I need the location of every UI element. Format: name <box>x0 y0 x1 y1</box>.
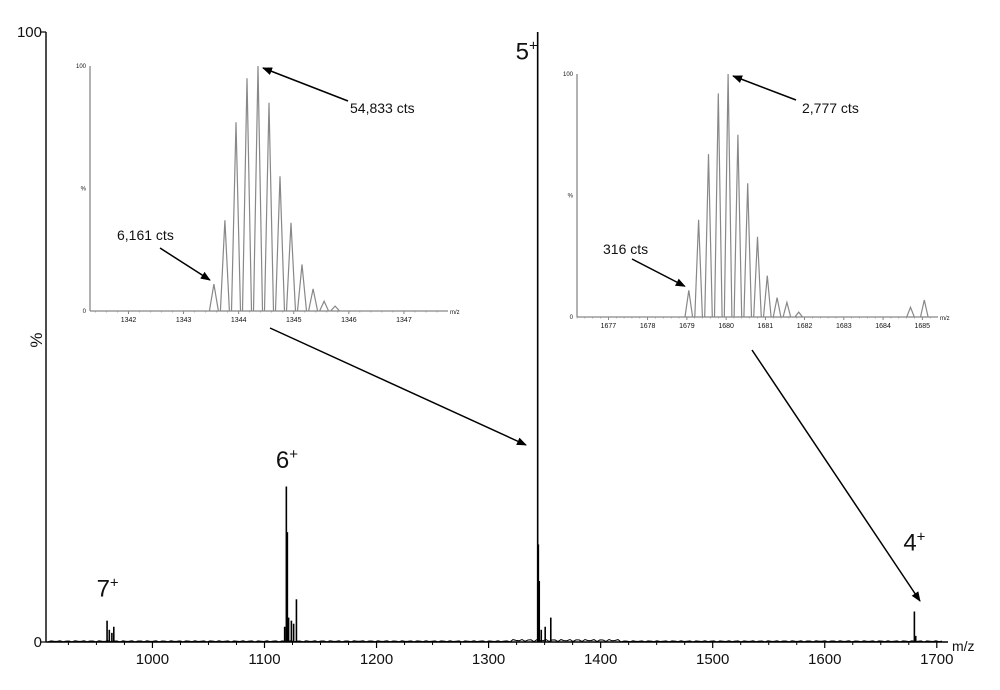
inset-x-tick-label: 1343 <box>176 317 192 324</box>
charge-sign: + <box>917 529 926 546</box>
connector-arrow-5plus <box>269 327 527 446</box>
connector-arrow-4plus <box>751 349 921 602</box>
charge-sign: + <box>529 37 538 54</box>
inset-x-tick-label: 1347 <box>396 317 412 324</box>
inset-x-tick-label: 1678 <box>640 323 656 330</box>
x-tick-label: 1200 <box>360 651 393 668</box>
inset-x-tick-label: 1681 <box>758 323 774 330</box>
inset-background <box>547 64 956 337</box>
charge-number: 7 <box>97 575 110 602</box>
count-label: 2,777 cts <box>802 100 859 116</box>
x-tick-label: 1500 <box>696 651 729 668</box>
charge-state-label: 7+ <box>97 574 119 602</box>
count-arrow <box>262 67 349 102</box>
inset-5plus-isotope-pattern: 0% 100 1342 1343 1344 1345 1346 1347 m/z 54,833 c… <box>60 56 466 331</box>
inset-x-tick-label: 1345 <box>286 317 302 324</box>
isotope-envelope <box>577 73 938 318</box>
x-tick-label: 1100 <box>248 651 280 668</box>
inset-y-tick-label: 100 <box>76 64 87 70</box>
inset-x-tick-label: 1677 <box>601 323 617 330</box>
inset-x-axis-label: m/z <box>450 310 460 316</box>
y-axis-label: % <box>27 332 46 347</box>
inset-x-tick-label: 1684 <box>875 323 891 330</box>
inset-x-tick-label: 1346 <box>341 317 357 324</box>
y-tick-label: 0 <box>34 634 42 651</box>
inset-x-tick-label: 1680 <box>718 323 734 330</box>
count-label: 316 cts <box>603 241 648 257</box>
charge-state-label: 4+ <box>903 529 925 557</box>
inset-x-tick-label: 1682 <box>797 323 813 330</box>
charge-sign: + <box>289 446 298 463</box>
charge-sign: + <box>110 574 119 591</box>
inset-x-axis-label: m/z <box>940 316 950 322</box>
inset-x-tick-label: 1344 <box>231 317 247 324</box>
inset-x-tick-label: 1683 <box>836 323 852 330</box>
baseline-noise <box>45 638 943 643</box>
inset-y-tick-label: % <box>81 187 87 193</box>
y-tick-label: 100 <box>17 24 42 41</box>
inset-x-tick-label: 1679 <box>679 323 695 330</box>
charge-number: 4 <box>903 530 916 557</box>
inset-y-tick-label: 100 <box>563 72 574 78</box>
inset-4plus-isotope-pattern: 0% 100 1677 1678 1679 1680 1681 1682 1683 1684 168… <box>547 64 956 337</box>
x-axis-label: m/z <box>952 638 975 654</box>
charge-number: 5 <box>516 38 529 65</box>
charge-state-label: 6+ <box>276 446 298 474</box>
x-tick-label: 1400 <box>584 651 617 668</box>
count-label: 6,161 cts <box>117 227 174 243</box>
inset-y-tick-label: 0 <box>83 309 87 315</box>
x-tick-label: 1000 <box>136 651 169 668</box>
x-tick-label: 1700 <box>920 651 953 668</box>
inset-x-tick-label: 1685 <box>915 323 931 330</box>
count-arrow <box>631 258 686 287</box>
inset-x-tick-label: 1342 <box>121 317 137 324</box>
inset-y-tick-label: % <box>568 194 574 200</box>
count-arrow <box>159 247 211 281</box>
inset-background <box>60 56 466 331</box>
x-tick-label: 1600 <box>808 651 841 668</box>
count-label: 54,833 cts <box>350 100 415 116</box>
connector-arrows <box>269 327 921 602</box>
inset-y-tick-label: 0 <box>570 315 574 321</box>
charge-number: 6 <box>276 447 289 474</box>
x-tick-label: 1300 <box>472 651 505 668</box>
count-arrow <box>732 75 797 101</box>
isotope-envelope <box>90 65 448 312</box>
charge-state-label: 5+ <box>516 37 538 65</box>
